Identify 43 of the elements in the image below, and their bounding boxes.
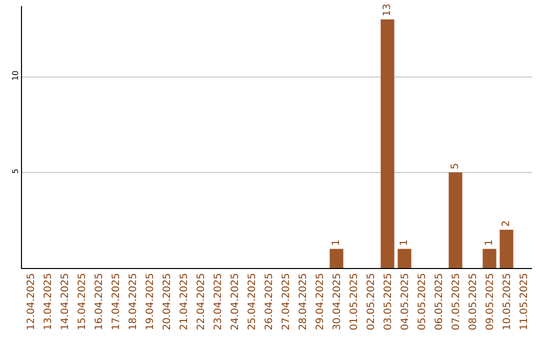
x-tick-label: 03.05.2025 [382, 273, 394, 330]
bar [398, 248, 412, 268]
data-label: 13 [382, 4, 393, 16]
x-tick-label: 08.05.2025 [468, 273, 479, 330]
x-tick-label: 21.04.2025 [178, 273, 190, 330]
x-tick-label: 28.04.2025 [298, 273, 309, 330]
x-tick-label: 18.04.2025 [128, 273, 139, 330]
data-label: 1 [331, 240, 342, 246]
x-tick-label: 04.05.2025 [400, 273, 411, 330]
x-tick-label: 14.04.2025 [60, 273, 71, 330]
data-label: 1 [399, 240, 410, 246]
x-tick-label: 13.04.2025 [42, 273, 54, 330]
bar [380, 19, 394, 268]
x-tick-label: 10.05.2025 [502, 273, 513, 330]
x-tick-label: 06.05.2025 [434, 273, 445, 330]
x-tick-label: 25.04.2025 [246, 273, 258, 330]
x-tick-label: 16.04.2025 [94, 273, 105, 330]
x-tick-label: 07.05.2025 [450, 273, 462, 330]
bar [482, 248, 496, 268]
x-tick-label: 05.05.2025 [416, 273, 428, 330]
bar [500, 230, 514, 268]
x-tick-label: 12.04.2025 [26, 273, 37, 330]
x-tick-label: 27.04.2025 [280, 273, 292, 330]
bar [330, 248, 344, 268]
y-tick-label: 10 [10, 70, 20, 81]
data-label: 1 [484, 240, 495, 246]
x-tick-label: 23.04.2025 [212, 273, 224, 330]
x-tick-label: 09.05.2025 [484, 273, 496, 330]
x-tick-label: 11.05.2025 [518, 273, 530, 330]
x-tick-label: 26.04.2025 [264, 273, 275, 330]
x-tick-label: 19.04.2025 [144, 273, 156, 330]
x-tick-label: 30.04.2025 [332, 273, 343, 330]
data-label: 2 [501, 220, 512, 227]
x-tick-label: 17.04.2025 [110, 273, 122, 330]
x-tick-label: 02.05.2025 [366, 273, 377, 330]
bar [448, 172, 462, 268]
x-tick-label: 20.04.2025 [162, 273, 173, 330]
x-tick-label: 22.04.2025 [196, 273, 207, 330]
x-tick-label: 29.04.2025 [314, 273, 326, 330]
x-tick-label: 15.04.2025 [76, 273, 88, 330]
x-tick-label: 24.04.2025 [230, 273, 241, 330]
data-label: 5 [450, 163, 461, 170]
x-tick-label: 01.05.2025 [348, 273, 360, 330]
